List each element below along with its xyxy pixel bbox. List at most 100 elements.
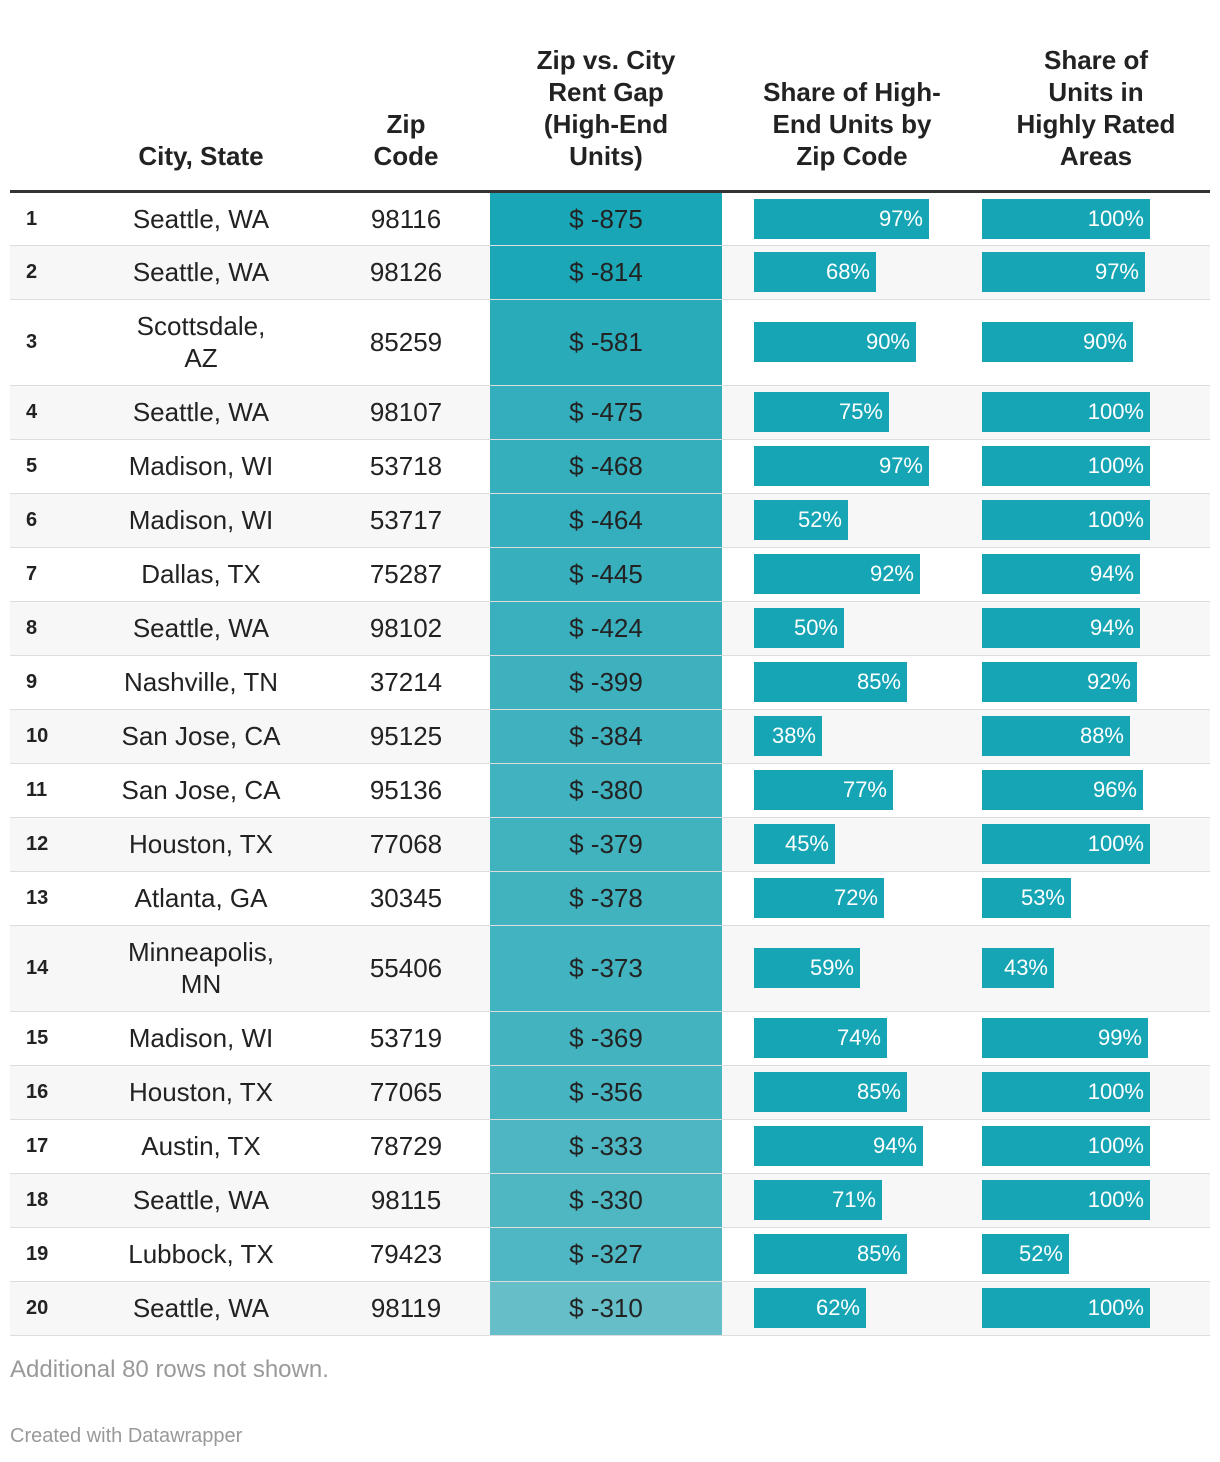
city-state-cell: Houston, TX: [80, 1065, 322, 1120]
rank-cell: 18: [10, 1173, 80, 1228]
zip-code-cell: 98107: [322, 385, 490, 440]
zip-code-cell: 55406: [322, 925, 490, 1012]
zip-code-cell: 53718: [322, 439, 490, 494]
city-state-cell: San Jose, CA: [80, 763, 322, 818]
share-high-end-cell: 97%: [722, 191, 982, 246]
share-rated-cell: 97%: [982, 245, 1210, 300]
share-high-end-bar: 77%: [754, 770, 893, 810]
zip-code-cell: 77068: [322, 817, 490, 872]
credit-text: Created with Datawrapper: [10, 1425, 243, 1447]
share-high-end-cell: 50%: [722, 601, 982, 656]
header-zip-code[interactable]: Zip Code: [322, 0, 490, 193]
share-high-end-cell: 85%: [722, 1227, 982, 1282]
table-body: 1 Seattle, WA 98116 $ -875 97% 100% 2 Seattle, …: [10, 191, 1210, 1336]
share-high-end-cell: 72%: [722, 871, 982, 926]
rank-cell: 13: [10, 871, 80, 926]
zip-code-cell: 75287: [322, 547, 490, 602]
share-rated-bar: 100%: [982, 198, 1150, 239]
share-rated-cell: 100%: [982, 191, 1210, 246]
zip-code-cell: 53719: [322, 1011, 490, 1066]
city-state-cell: Seattle, WA: [80, 1281, 322, 1336]
share-rated-bar: 90%: [982, 322, 1133, 362]
share-high-end-bar: 74%: [754, 1018, 887, 1058]
header-rank[interactable]: [10, 0, 80, 193]
share-rated-cell: 100%: [982, 1065, 1210, 1120]
rank-cell: 19: [10, 1227, 80, 1282]
share-rated-cell: 94%: [982, 601, 1210, 656]
header-share-rated[interactable]: Share of Units in Highly Rated Areas: [982, 0, 1210, 193]
rent-gap-cell: $ -384: [490, 709, 722, 764]
share-rated-bar: 100%: [982, 1288, 1150, 1328]
share-rated-bar: 53%: [982, 878, 1071, 918]
rent-gap-cell: $ -330: [490, 1173, 722, 1228]
share-high-end-bar: 52%: [754, 500, 848, 540]
rent-gap-cell: $ -814: [490, 245, 722, 300]
city-state-cell: Minneapolis, MN: [80, 925, 322, 1012]
share-rated-bar: 100%: [982, 392, 1150, 432]
table-row: 15 Madison, WI 53719 $ -369 74% 99%: [10, 1011, 1210, 1066]
zip-code-cell: 98115: [322, 1173, 490, 1228]
share-high-end-cell: 59%: [722, 925, 982, 1012]
share-rated-bar: 100%: [982, 446, 1150, 486]
share-high-end-bar: 85%: [754, 662, 907, 702]
share-rated-cell: 92%: [982, 655, 1210, 710]
share-rated-cell: 100%: [982, 1119, 1210, 1174]
share-rated-bar: 96%: [982, 770, 1143, 810]
share-rated-cell: 94%: [982, 547, 1210, 602]
table-row: 7 Dallas, TX 75287 $ -445 92% 94%: [10, 547, 1210, 602]
share-high-end-cell: 92%: [722, 547, 982, 602]
header-city-state[interactable]: City, State: [80, 0, 322, 193]
zip-code-cell: 85259: [322, 299, 490, 386]
rent-gap-cell: $ -333: [490, 1119, 722, 1174]
zip-code-cell: 53717: [322, 493, 490, 548]
zip-code-cell: 77065: [322, 1065, 490, 1120]
share-rated-cell: 43%: [982, 925, 1210, 1012]
share-high-end-cell: 45%: [722, 817, 982, 872]
rent-gap-cell: $ -581: [490, 299, 722, 386]
rent-gap-cell: $ -369: [490, 1011, 722, 1066]
city-state-cell: Madison, WI: [80, 439, 322, 494]
rank-cell: 10: [10, 709, 80, 764]
rent-gap-cell: $ -379: [490, 817, 722, 872]
city-state-cell: Lubbock, TX: [80, 1227, 322, 1282]
share-rated-bar: 100%: [982, 1072, 1150, 1112]
share-high-end-bar: 97%: [754, 446, 929, 486]
header-share-high-end[interactable]: Share of High- End Units by Zip Code: [722, 0, 982, 193]
share-high-end-bar: 71%: [754, 1180, 882, 1220]
share-rated-bar: 43%: [982, 948, 1054, 988]
rank-cell: 16: [10, 1065, 80, 1120]
rent-gap-cell: $ -310: [490, 1281, 722, 1336]
zip-code-cell: 95136: [322, 763, 490, 818]
share-rated-bar: 52%: [982, 1234, 1069, 1274]
share-high-end-bar: 50%: [754, 608, 844, 648]
share-high-end-cell: 68%: [722, 245, 982, 300]
header-rent-gap[interactable]: Zip vs. City Rent Gap (High-End Units): [490, 0, 722, 193]
share-high-end-cell: 75%: [722, 385, 982, 440]
city-state-cell: Scottsdale, AZ: [80, 299, 322, 386]
table-row: 6 Madison, WI 53717 $ -464 52% 100%: [10, 493, 1210, 548]
table-row: 14 Minneapolis, MN 55406 $ -373 59% 43%: [10, 925, 1210, 1012]
table-row: 9 Nashville, TN 37214 $ -399 85% 92%: [10, 655, 1210, 710]
zip-code-cell: 98126: [322, 245, 490, 300]
data-table-container: City, State Zip Code Zip vs. City Rent G…: [10, 0, 1210, 1336]
share-high-end-bar: 59%: [754, 948, 860, 988]
table-row: 2 Seattle, WA 98126 $ -814 68% 97%: [10, 245, 1210, 300]
share-rated-bar: 100%: [982, 1126, 1150, 1166]
share-rated-cell: 96%: [982, 763, 1210, 818]
header-row: City, State Zip Code Zip vs. City Rent G…: [10, 0, 1210, 193]
share-high-end-bar: 75%: [754, 392, 889, 432]
table-row: 3 Scottsdale, AZ 85259 $ -581 90% 90%: [10, 299, 1210, 386]
zip-code-cell: 78729: [322, 1119, 490, 1174]
rent-gap-cell: $ -445: [490, 547, 722, 602]
city-state-cell: Houston, TX: [80, 817, 322, 872]
table-row: 17 Austin, TX 78729 $ -333 94% 100%: [10, 1119, 1210, 1174]
share-rated-cell: 100%: [982, 493, 1210, 548]
rent-gap-cell: $ -356: [490, 1065, 722, 1120]
table-row: 12 Houston, TX 77068 $ -379 45% 100%: [10, 817, 1210, 872]
share-rated-cell: 52%: [982, 1227, 1210, 1282]
rank-cell: 9: [10, 655, 80, 710]
share-rated-cell: 99%: [982, 1011, 1210, 1066]
share-rated-cell: 100%: [982, 439, 1210, 494]
table-row: 4 Seattle, WA 98107 $ -475 75% 100%: [10, 385, 1210, 440]
share-rated-bar: 100%: [982, 500, 1150, 540]
